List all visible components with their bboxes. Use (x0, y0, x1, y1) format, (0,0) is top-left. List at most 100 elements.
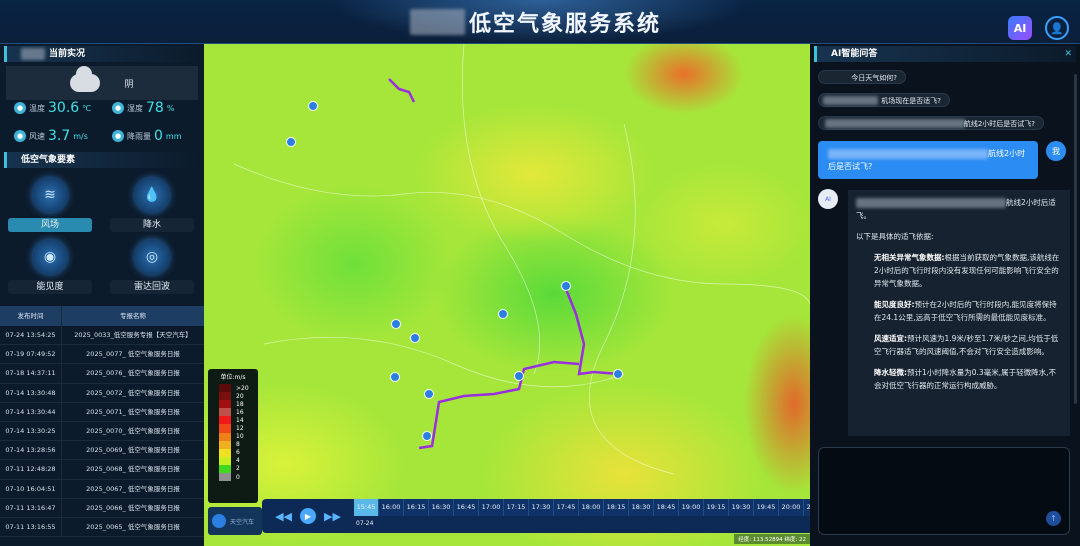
timeline-date: 07-24 (356, 520, 374, 527)
table-row[interactable]: 07-14 13:30:44 2025_0071_ 低空气象服务日报 (0, 402, 204, 422)
time-slot[interactable]: 20:15 (804, 499, 810, 516)
table-row[interactable]: 07-18 14:37:11 2025_0076_ 低空气象服务日报 (0, 364, 204, 384)
timeline: ◀◀ ▶ ▶▶ 15:45 16:00 16:15 16:30 16:45 17:00 17… (262, 499, 810, 533)
station-marker[interactable] (410, 333, 420, 343)
elements-section-header: 低空气象要素 (4, 152, 200, 168)
station-marker[interactable] (424, 389, 434, 399)
table-row[interactable]: 07-14 13:30:48 2025_0072_ 低空气象服务日报 (0, 383, 204, 403)
time-slot[interactable]: 16:30 (429, 499, 454, 516)
boundary-line (589, 123, 675, 475)
report-name[interactable]: 2025_0065_ 低空气象服务日报 (86, 522, 180, 531)
suggestion-chip[interactable]: 航线2小时后是否试飞? (818, 116, 1044, 130)
layer-label: 天空汽车 (230, 518, 255, 526)
station-marker[interactable] (498, 309, 508, 319)
report-name[interactable]: 2025_0070_ 低空气象服务日报 (86, 426, 180, 435)
report-name[interactable]: 2025_0072_ 低空气象服务日报 (86, 388, 180, 397)
table-row[interactable]: 07-24 13:54:25 2025_0033_低空服务专报【天空汽车】 (0, 326, 204, 346)
station-marker[interactable] (422, 431, 432, 441)
station-marker[interactable] (514, 371, 524, 381)
table-row[interactable]: 07-11 13:16:47 2025_0066_ 低空气象服务日报 (0, 498, 204, 518)
table-row[interactable]: 07-11 12:48:28 2025_0068_ 低空气象服务日报 (0, 460, 204, 480)
report-name[interactable]: 2025_0068_ 低空气象服务日报 (86, 465, 180, 474)
wind-map[interactable]: 单位:m/s >20 20 18 16 14 12 10 8 6 4 2 0 天空汽车 ◀◀ ▶ ▶▶ … (204, 44, 810, 546)
layer-toggle-button[interactable]: 天空汽车 (208, 507, 262, 535)
station-marker[interactable] (391, 319, 401, 329)
close-icon[interactable]: ✕ (1064, 49, 1072, 59)
playback-controls: ◀◀ ▶ ▶▶ (262, 499, 354, 533)
chat-title: AI智能问答 (831, 49, 878, 59)
time-slot[interactable]: 16:45 (454, 499, 479, 516)
flight-route (418, 360, 580, 450)
cloud-icon (70, 66, 101, 92)
time-slot[interactable]: 19:45 (754, 499, 779, 516)
stat-thermometer: ● 温度 30.6 ℃ (14, 100, 91, 116)
element-button-2[interactable]: ◉ 能见度 (8, 240, 92, 294)
element-button-0[interactable]: ≋ 风场 (8, 178, 92, 232)
time-slot[interactable]: 19:30 (729, 499, 754, 516)
stat-value: 78 (146, 100, 164, 116)
water-drop-icon: 💧 (135, 178, 169, 212)
report-name[interactable]: 2025_0066_ 低空气象服务日报 (86, 503, 180, 512)
chat-scrollbar[interactable] (1074, 74, 1077, 404)
rewind-button[interactable]: ◀◀ (275, 509, 292, 523)
station-marker[interactable] (286, 137, 296, 147)
send-button[interactable]: ↑ (1046, 511, 1061, 526)
boundary-line (263, 336, 625, 388)
time-slot[interactable]: 17:45 (554, 499, 579, 516)
table-row[interactable]: 07-10 16:04:51 2025_0067_ 低空气象服务日报 (0, 479, 204, 499)
time-slot[interactable]: 17:00 (479, 499, 504, 516)
chat-input[interactable]: ↑ (818, 447, 1070, 535)
table-row[interactable]: 07-11 13:16:55 2025_0065_ 低空气象服务日报 (0, 517, 204, 538)
report-name[interactable]: 2025_0077_ 低空气象服务日报 (86, 350, 180, 359)
station-marker[interactable] (613, 369, 623, 379)
station-marker[interactable] (308, 101, 318, 111)
time-slot[interactable]: 18:45 (654, 499, 679, 516)
element-label: 降水 (110, 218, 194, 232)
point-text: 根据当前获取的气象数据,该航线在2小时后的飞行时段内没有发现任何可能影响飞行安全… (874, 253, 1060, 288)
forward-button[interactable]: ▶▶ (324, 509, 341, 523)
time-slot[interactable]: 19:00 (679, 499, 704, 516)
redacted (856, 198, 1006, 208)
table-row[interactable]: 07-14 13:30:25 2025_0070_ 低空气象服务日报 (0, 421, 204, 442)
legend-swatch (219, 424, 231, 433)
element-button-3[interactable]: ◎ 雷达回波 (110, 240, 194, 294)
boundary-line (233, 163, 810, 305)
table-row[interactable]: 07-14 13:28:56 2025_0069_ 低空气象服务日报 (0, 441, 204, 461)
wind-icon: ≋ (33, 178, 67, 212)
reports-table: 发布时间 专报名称 07-24 13:54:25 2025_0033_低空服务专报【… (0, 306, 204, 538)
report-name[interactable]: 2025_0069_ 低空气象服务日报 (86, 446, 180, 455)
suggestion-chip[interactable]: 今日天气如何? (818, 70, 906, 84)
user-icon[interactable]: 👤 (1045, 16, 1069, 40)
time-slot[interactable]: 18:00 (579, 499, 604, 516)
time-slot[interactable]: 18:15 (604, 499, 629, 516)
time-slot[interactable]: 15:45 (354, 499, 379, 516)
time-slot[interactable]: 18:30 (629, 499, 654, 516)
publish-time: 07-14 13:30:48 (0, 383, 62, 402)
report-name[interactable]: 2025_0067_ 低空气象服务日报 (86, 484, 180, 493)
station-marker[interactable] (390, 372, 400, 382)
time-slot[interactable]: 20:00 (779, 499, 804, 516)
section-title: 当前实况 (49, 49, 86, 59)
time-slot[interactable]: 17:30 (529, 499, 554, 516)
point-title: 能见度良好: (874, 300, 915, 309)
publish-time: 07-11 12:48:28 (0, 460, 62, 479)
ai-answer: 航线2小时后适飞。 以下是具体的适飞依据: 无相关异常气象数据:根据当前获取的气… (848, 190, 1070, 436)
time-slot[interactable]: 19:15 (704, 499, 729, 516)
time-slot[interactable]: 17:15 (504, 499, 529, 516)
ai-assistant-button[interactable]: AI (1008, 16, 1032, 40)
legend-swatch (219, 384, 231, 393)
table-row[interactable]: 07-19 07:49:52 2025_0077_ 低空气象服务日报 (0, 345, 204, 365)
element-button-1[interactable]: 💧 降水 (110, 178, 194, 232)
stat-label: 湿度 (127, 103, 143, 113)
report-name[interactable]: 2025_0033_低空服务专报【天空汽车】 (74, 331, 192, 339)
district-boundaries (233, 44, 810, 475)
play-button[interactable]: ▶ (300, 508, 316, 524)
station-marker[interactable] (561, 281, 571, 291)
report-name[interactable]: 2025_0076_ 低空气象服务日报 (86, 369, 180, 378)
point-text: 预计风速为1.9米/秒至1.7米/秒之间,均低于低空飞行器适飞的风速阈值,不会对… (874, 334, 1059, 356)
redacted-logo (410, 9, 465, 35)
time-slot[interactable]: 16:00 (379, 499, 404, 516)
suggestion-chip[interactable]: 机场现在是否适飞? (818, 93, 950, 107)
report-name[interactable]: 2025_0071_ 低空气象服务日报 (86, 407, 180, 416)
time-slot[interactable]: 16:15 (404, 499, 429, 516)
